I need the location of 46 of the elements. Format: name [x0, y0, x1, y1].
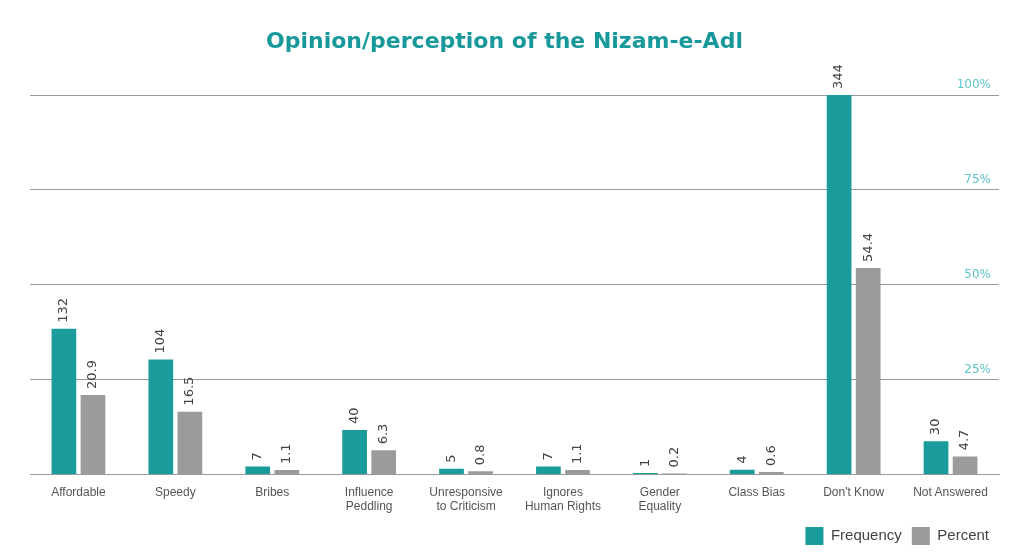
- y2-tick-label: 50%: [964, 266, 991, 281]
- data-label: 7: [249, 452, 265, 461]
- bar: [729, 469, 755, 475]
- data-label: 7: [539, 452, 555, 461]
- bar: [342, 430, 367, 475]
- x-tick-label: Influence Peddling: [344, 484, 394, 514]
- data-label: 4.7: [956, 429, 972, 451]
- data-label: 0.8: [471, 444, 487, 466]
- chart-title: Opinion/perception of the Nizam-e-Adl: [265, 28, 744, 53]
- x-tick-label: Don't Know: [823, 484, 885, 499]
- bar: [439, 468, 464, 475]
- x-tick-label: Affordable: [51, 484, 107, 499]
- bar: [245, 466, 271, 475]
- data-label: 0.2: [665, 446, 681, 468]
- x-tick-label: Class Bias: [728, 484, 786, 499]
- data-label: 1: [636, 458, 652, 468]
- bar: [51, 328, 77, 475]
- x-tick-label: Speedy: [155, 484, 196, 499]
- x-tick-label: Not Answered: [913, 484, 988, 499]
- data-label: 0.6: [762, 445, 778, 466]
- x-tick-label: Gender Equality: [638, 484, 682, 514]
- y2-tick-label: 75%: [964, 171, 991, 186]
- bar: [536, 466, 561, 475]
- y2-tick-label: 100%: [956, 77, 991, 92]
- y2-tick-label: 25%: [964, 361, 991, 376]
- data-label: 1.1: [568, 443, 584, 465]
- data-label: 104: [152, 328, 168, 354]
- x-tick-label: Bribes: [255, 484, 290, 499]
- data-label: 54.4: [859, 232, 875, 262]
- data-label: 30: [927, 418, 943, 436]
- data-label: 20.9: [84, 359, 100, 389]
- data-label: 1.1: [278, 443, 294, 465]
- bar: [923, 441, 949, 475]
- bar: [148, 359, 174, 475]
- data-label: 16.5: [181, 376, 197, 406]
- data-label: 5: [442, 454, 458, 463]
- legend-label: Frequency: [830, 526, 903, 544]
- data-label: 40: [345, 407, 361, 425]
- data-label: 6.3: [375, 423, 391, 445]
- data-label: 4: [733, 455, 749, 464]
- legend-label: Percent: [937, 526, 990, 544]
- x-tick-label: Ignores Human Rights: [524, 484, 601, 514]
- data-label: 132: [55, 297, 71, 323]
- bar: [826, 95, 852, 475]
- x-tick-label: Unresponsive to Criticism: [429, 484, 504, 514]
- data-label: 344: [830, 64, 846, 89]
